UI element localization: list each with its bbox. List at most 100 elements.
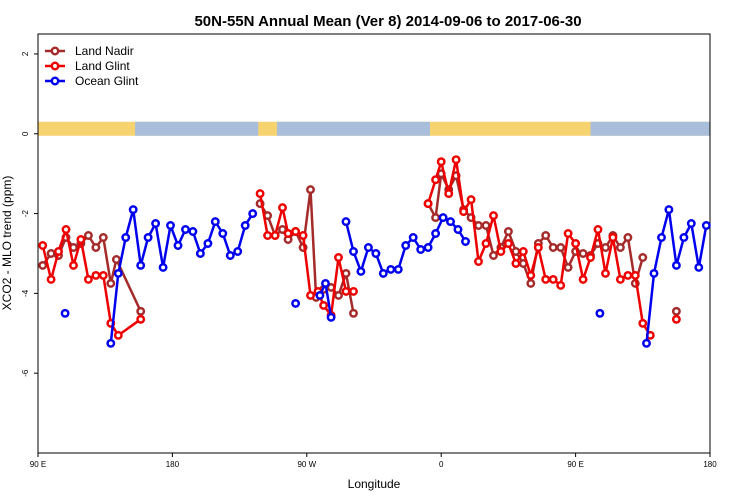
data-point bbox=[263, 231, 273, 240]
data-point bbox=[511, 247, 521, 256]
data-point bbox=[601, 268, 610, 278]
data-point bbox=[489, 251, 498, 260]
data-point bbox=[371, 249, 381, 258]
legend-marker bbox=[50, 46, 60, 56]
data-point bbox=[298, 231, 308, 240]
data-point bbox=[671, 260, 681, 270]
data-point bbox=[615, 274, 625, 284]
x-tick-label: 90 E bbox=[567, 460, 583, 469]
y-tick-label: -6 bbox=[21, 369, 30, 377]
data-point bbox=[423, 199, 433, 209]
data-point bbox=[46, 249, 56, 258]
data-point bbox=[60, 308, 70, 318]
data-point bbox=[595, 308, 605, 318]
data-point bbox=[91, 243, 101, 252]
data-point bbox=[121, 233, 131, 242]
data-point bbox=[453, 225, 463, 234]
data-point bbox=[638, 318, 648, 328]
data-point bbox=[623, 233, 633, 242]
data-point bbox=[210, 217, 220, 227]
data-point bbox=[386, 264, 396, 274]
data-point bbox=[306, 185, 315, 195]
land-ocean-band bbox=[38, 121, 710, 136]
data-point bbox=[98, 233, 108, 242]
data-point bbox=[334, 290, 343, 300]
axis-ticks: 90 E 180 90 W 0 90 E 180 2 0 -2 -4 -6 bbox=[21, 51, 717, 469]
band-ocean-2 bbox=[590, 121, 710, 136]
data-point bbox=[136, 260, 146, 270]
data-point bbox=[38, 260, 48, 270]
data-point bbox=[608, 233, 618, 242]
data-point bbox=[270, 231, 280, 240]
data-point bbox=[195, 249, 205, 258]
data-point bbox=[166, 221, 175, 230]
chart-title: 50N-55N Annual Mean (Ver 8) 2014-09-06 t… bbox=[194, 13, 581, 30]
data-point bbox=[511, 259, 521, 268]
data-point bbox=[686, 219, 696, 228]
data-point bbox=[278, 225, 287, 234]
data-point bbox=[158, 262, 168, 272]
data-point bbox=[349, 308, 358, 318]
data-point bbox=[408, 233, 418, 242]
data-point bbox=[423, 243, 433, 252]
data-point bbox=[76, 235, 86, 244]
legend-entry: Ocean Glint bbox=[45, 74, 139, 88]
data-point bbox=[451, 155, 461, 165]
data-point bbox=[438, 213, 448, 223]
data-point bbox=[151, 219, 161, 228]
data-point bbox=[563, 229, 573, 238]
data-point bbox=[578, 249, 588, 258]
data-point bbox=[341, 217, 351, 227]
legend-label: Land Nadir bbox=[75, 44, 134, 58]
data-point bbox=[548, 243, 558, 252]
data-point bbox=[98, 270, 108, 280]
data-point bbox=[315, 290, 325, 300]
data-point bbox=[106, 338, 116, 348]
data-point bbox=[503, 239, 513, 248]
data-point bbox=[638, 253, 648, 262]
data-point bbox=[83, 231, 93, 240]
data-point bbox=[578, 274, 588, 284]
data-point bbox=[321, 278, 330, 288]
legend-entry: Land Glint bbox=[45, 59, 130, 73]
data-point bbox=[283, 229, 293, 238]
x-tick-label: 90 E bbox=[30, 460, 46, 469]
data-point bbox=[623, 270, 633, 280]
data-point bbox=[106, 278, 116, 288]
data-point bbox=[173, 241, 183, 250]
data-point bbox=[526, 270, 536, 280]
data-point bbox=[136, 306, 146, 316]
data-point bbox=[113, 330, 123, 340]
data-point bbox=[341, 286, 351, 296]
y-tick-label: -4 bbox=[21, 289, 30, 297]
data-point bbox=[61, 225, 71, 234]
band-ocean-0 bbox=[135, 121, 259, 136]
data-point bbox=[657, 233, 666, 242]
data-point bbox=[556, 280, 566, 290]
data-point bbox=[630, 270, 640, 280]
data-point bbox=[444, 189, 454, 199]
data-point bbox=[240, 221, 250, 230]
data-point bbox=[356, 266, 366, 276]
data-point bbox=[446, 217, 455, 227]
data-point bbox=[363, 243, 373, 252]
data-point bbox=[431, 229, 441, 238]
data-point bbox=[416, 245, 426, 254]
x-tick-label: 0 bbox=[439, 460, 444, 469]
data-point bbox=[248, 209, 258, 219]
legend-marker bbox=[50, 76, 60, 86]
data-point bbox=[349, 286, 358, 296]
data-point bbox=[649, 268, 659, 278]
data-point bbox=[571, 239, 581, 248]
data-point bbox=[349, 247, 358, 256]
y-tick-label: 0 bbox=[21, 131, 30, 136]
data-point bbox=[431, 213, 441, 223]
y-axis-label: XCO2 - MLO trend (ppm) bbox=[0, 176, 14, 311]
data-point bbox=[113, 268, 123, 278]
data-point bbox=[291, 298, 301, 308]
x-tick-label: 180 bbox=[166, 460, 180, 469]
data-point bbox=[255, 189, 265, 199]
data-point bbox=[143, 233, 153, 242]
y-tick-label: -2 bbox=[21, 209, 30, 217]
